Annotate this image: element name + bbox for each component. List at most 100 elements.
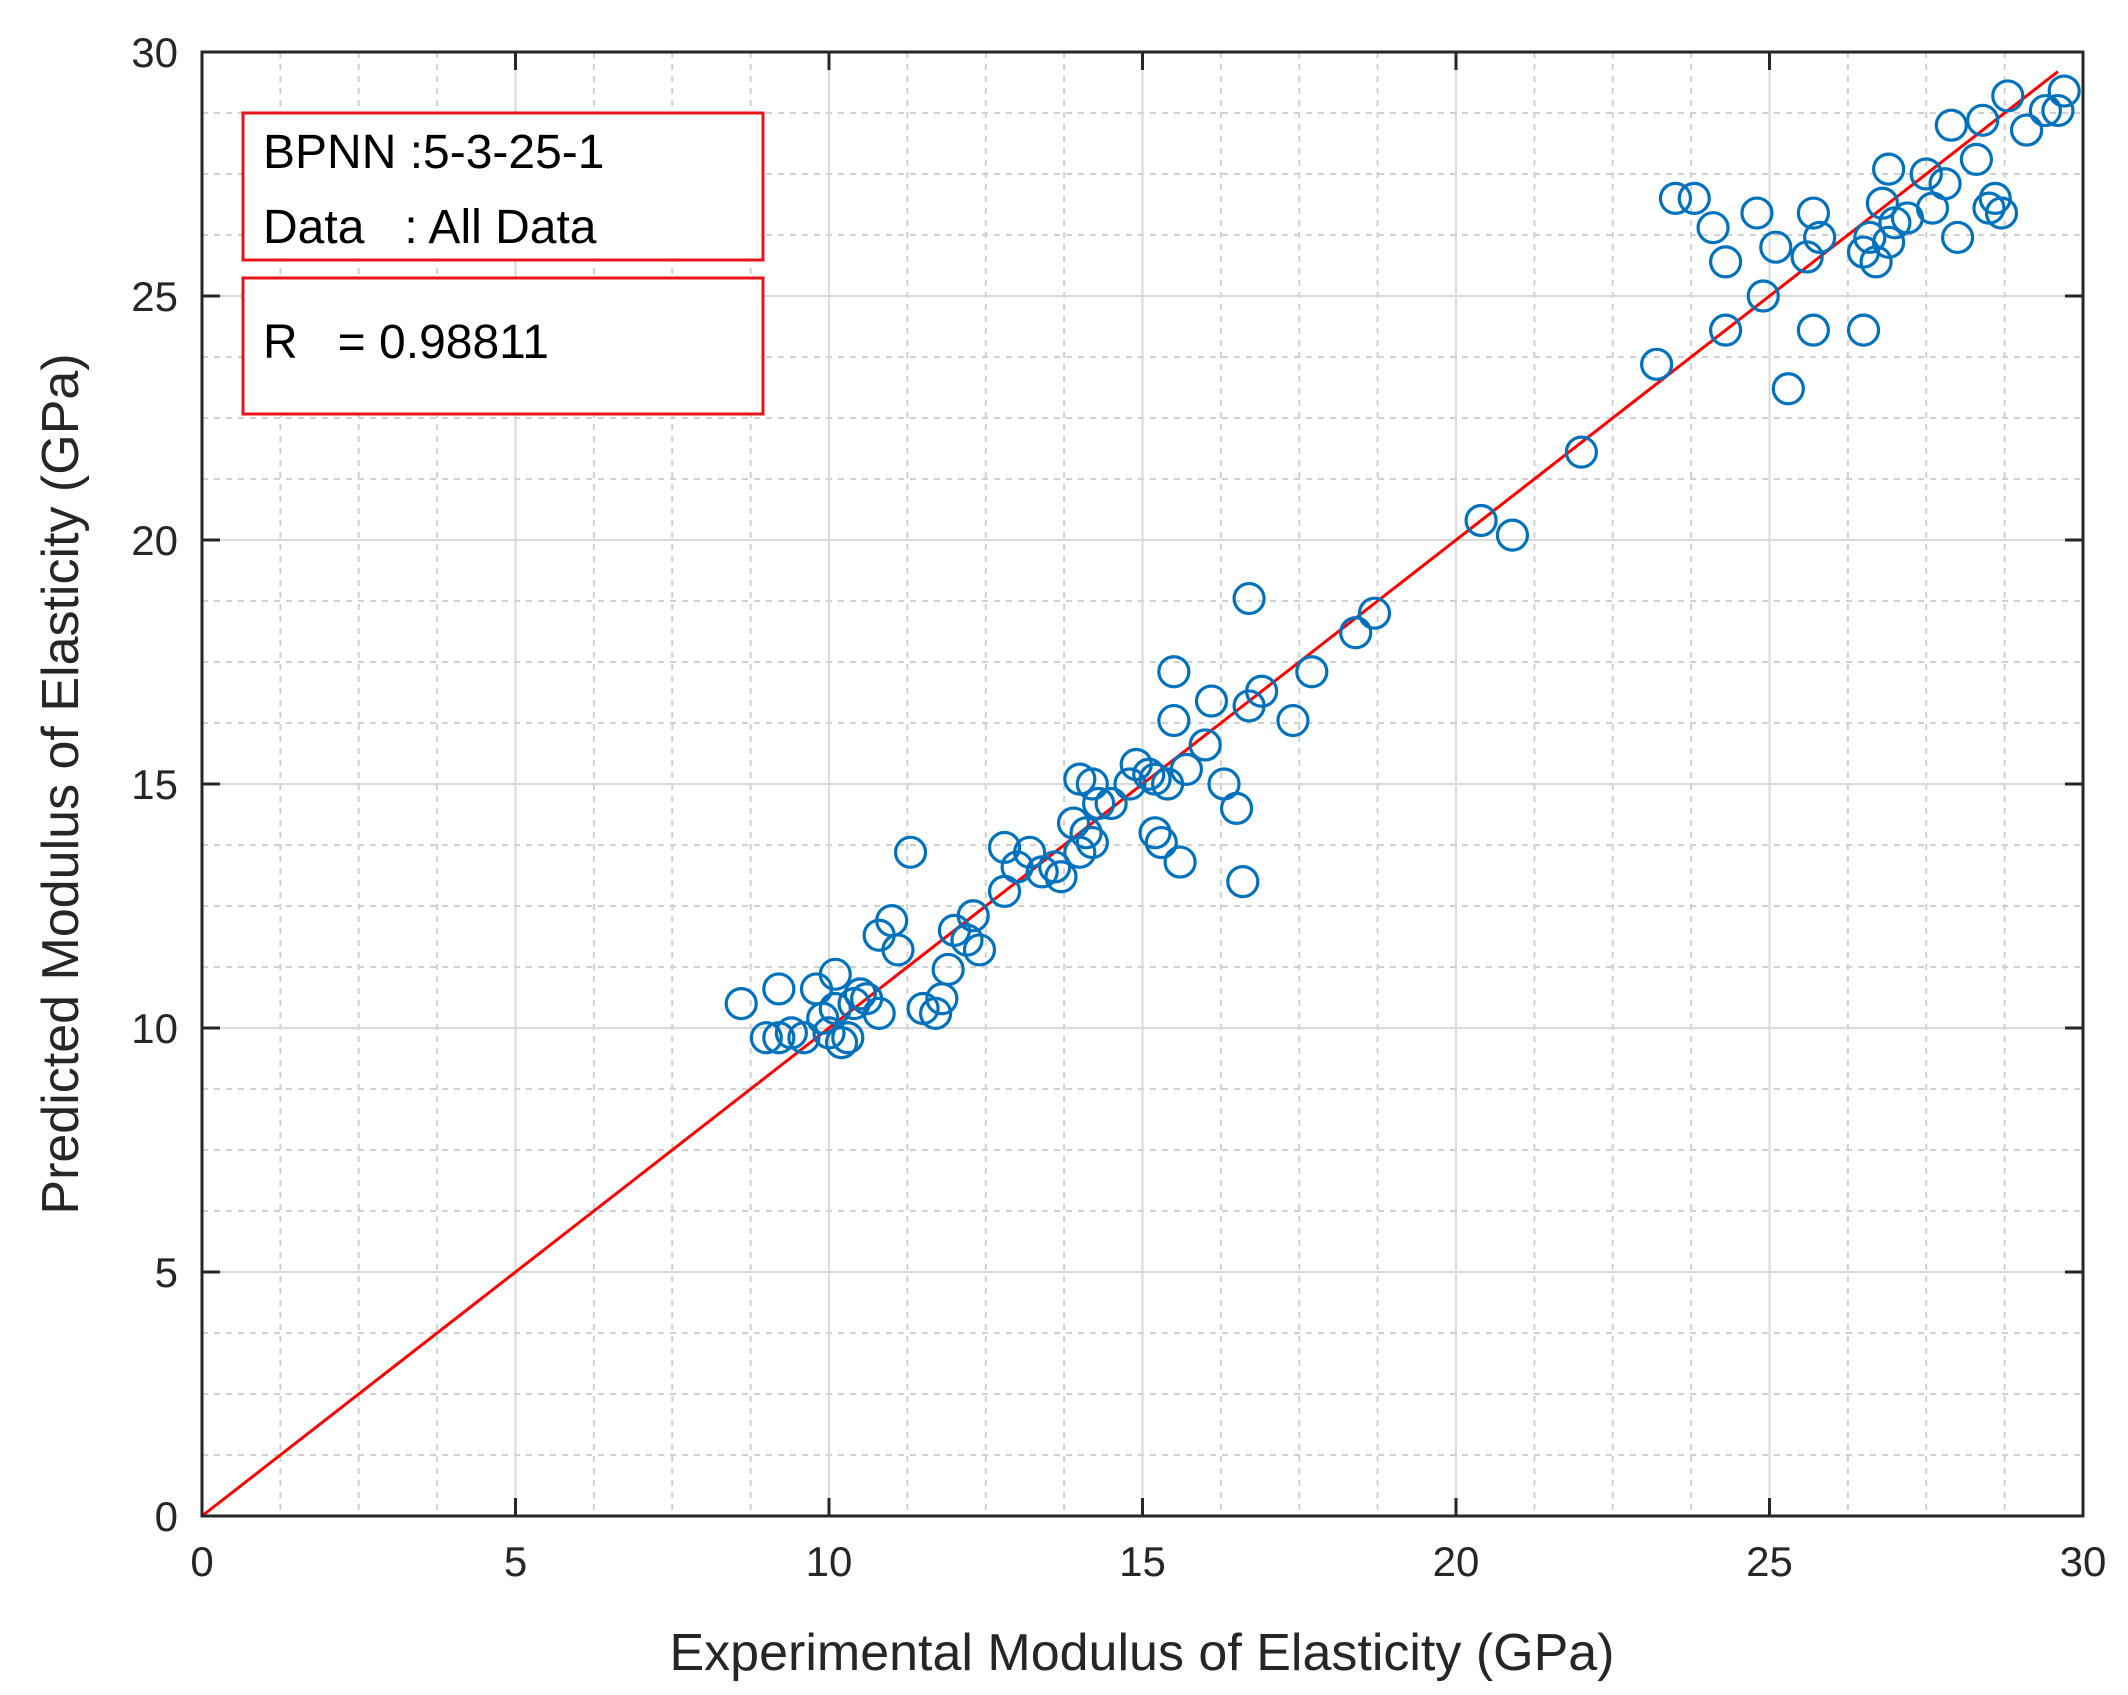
annotation-box-r-frame xyxy=(241,276,765,416)
data-point xyxy=(818,957,852,991)
annotation-box-info-frame xyxy=(241,111,765,262)
y-tick-label: 10 xyxy=(131,1005,178,1052)
fit-line-layer xyxy=(201,70,2059,1518)
y-tick-label: 30 xyxy=(131,29,178,76)
data-point xyxy=(1872,152,1906,186)
annotation-data: Data : All Data xyxy=(263,201,597,254)
data-point xyxy=(1194,684,1229,718)
data-point xyxy=(1564,435,1599,469)
data-point xyxy=(1169,752,1203,786)
data-point xyxy=(1038,850,1072,884)
data-point xyxy=(1640,347,1674,381)
data-point xyxy=(2041,93,2075,128)
data-point xyxy=(1157,703,1191,738)
data-point xyxy=(749,1021,783,1055)
y-tick-label: 0 xyxy=(155,1493,178,1540)
data-point xyxy=(1113,767,1147,801)
data-point xyxy=(1069,816,1103,850)
data-point xyxy=(1934,108,1968,142)
data-point xyxy=(962,933,997,967)
data-point xyxy=(862,996,896,1030)
annotation-r-value: R = 0.98811 xyxy=(263,316,549,369)
data-point xyxy=(1339,616,1373,650)
annotation-network: BPNN :5-3-25-1 xyxy=(263,126,604,179)
data-point xyxy=(1991,79,2025,113)
data-point xyxy=(1082,786,1116,821)
data-point xyxy=(1709,245,1743,279)
x-tick-label: 30 xyxy=(2060,1538,2107,1585)
data-point xyxy=(1044,860,1078,894)
data-point xyxy=(1357,596,1392,630)
data-point xyxy=(1790,240,1824,274)
annotation-box-info: BPNN :5-3-25-1 Data : All Data xyxy=(241,111,765,262)
data-point xyxy=(818,991,852,1026)
data-point xyxy=(1094,786,1128,821)
data-point xyxy=(918,996,953,1030)
data-point xyxy=(762,972,796,1006)
data-point xyxy=(2047,74,2081,108)
data-point xyxy=(1677,181,1711,215)
data-points xyxy=(724,74,2081,1060)
data-point xyxy=(1940,220,1975,255)
data-point xyxy=(1464,503,1498,538)
fit-line xyxy=(201,70,2059,1518)
data-point xyxy=(1740,196,1774,230)
x-tick-label: 10 xyxy=(806,1538,853,1585)
x-tick-label: 25 xyxy=(1746,1538,1793,1585)
y-tick-label: 20 xyxy=(131,517,178,564)
x-tick-label: 5 xyxy=(504,1538,527,1585)
data-point xyxy=(1075,825,1109,860)
data-point xyxy=(1859,245,1893,279)
data-point xyxy=(1295,655,1329,689)
x-tick-label: 15 xyxy=(1119,1538,1166,1585)
y-tick-label: 25 xyxy=(131,273,178,320)
data-point xyxy=(1226,864,1260,899)
axis-ticks xyxy=(200,50,2085,1518)
data-point xyxy=(1144,825,1178,860)
data-point xyxy=(1771,372,1805,406)
data-point xyxy=(1232,581,1266,616)
data-point xyxy=(1978,181,2012,215)
x-axis-label: Experimental Modulus of Elasticity (GPa) xyxy=(669,1624,1614,1682)
data-point xyxy=(1138,816,1172,850)
data-point xyxy=(1696,211,1730,245)
data-point xyxy=(824,1026,859,1060)
data-point xyxy=(1219,791,1254,826)
data-point xyxy=(1865,186,1899,220)
data-point xyxy=(956,899,990,933)
data-point xyxy=(1853,220,1887,255)
data-point xyxy=(1188,728,1222,762)
x-tick-labels: 0 5 10 15 20 25 30 xyxy=(190,1538,2106,1585)
data-point xyxy=(1276,703,1310,738)
data-point xyxy=(881,933,915,967)
data-point xyxy=(1796,196,1830,230)
x-tick-label: 0 xyxy=(190,1538,213,1585)
data-point xyxy=(1132,757,1166,791)
data-point xyxy=(1959,142,1994,176)
data-point xyxy=(787,1021,821,1055)
data-point xyxy=(1966,103,2000,137)
data-point xyxy=(831,1021,865,1055)
data-point xyxy=(893,835,928,869)
data-point xyxy=(1075,767,1109,801)
y-axis-label: Predicted Modulus of Elasticity (GPa) xyxy=(32,353,90,1214)
data-point xyxy=(843,977,877,1011)
data-point xyxy=(1796,313,1830,347)
data-point xyxy=(1909,157,1943,191)
data-point xyxy=(724,986,758,1021)
y-tick-label: 5 xyxy=(155,1249,178,1296)
data-point xyxy=(1928,167,1962,201)
y-tick-labels: 0 5 10 15 20 25 30 xyxy=(131,29,178,1540)
data-point xyxy=(931,952,965,987)
data-point xyxy=(2028,93,2062,128)
data-point xyxy=(1984,196,2019,230)
data-point xyxy=(1709,313,1743,347)
data-point xyxy=(1746,279,1780,313)
data-point xyxy=(1495,518,1530,552)
data-point xyxy=(1658,181,1693,215)
data-point xyxy=(1846,313,1881,347)
data-point xyxy=(1803,220,1837,255)
x-tick-label: 20 xyxy=(1433,1538,1480,1585)
data-point xyxy=(987,830,1022,865)
